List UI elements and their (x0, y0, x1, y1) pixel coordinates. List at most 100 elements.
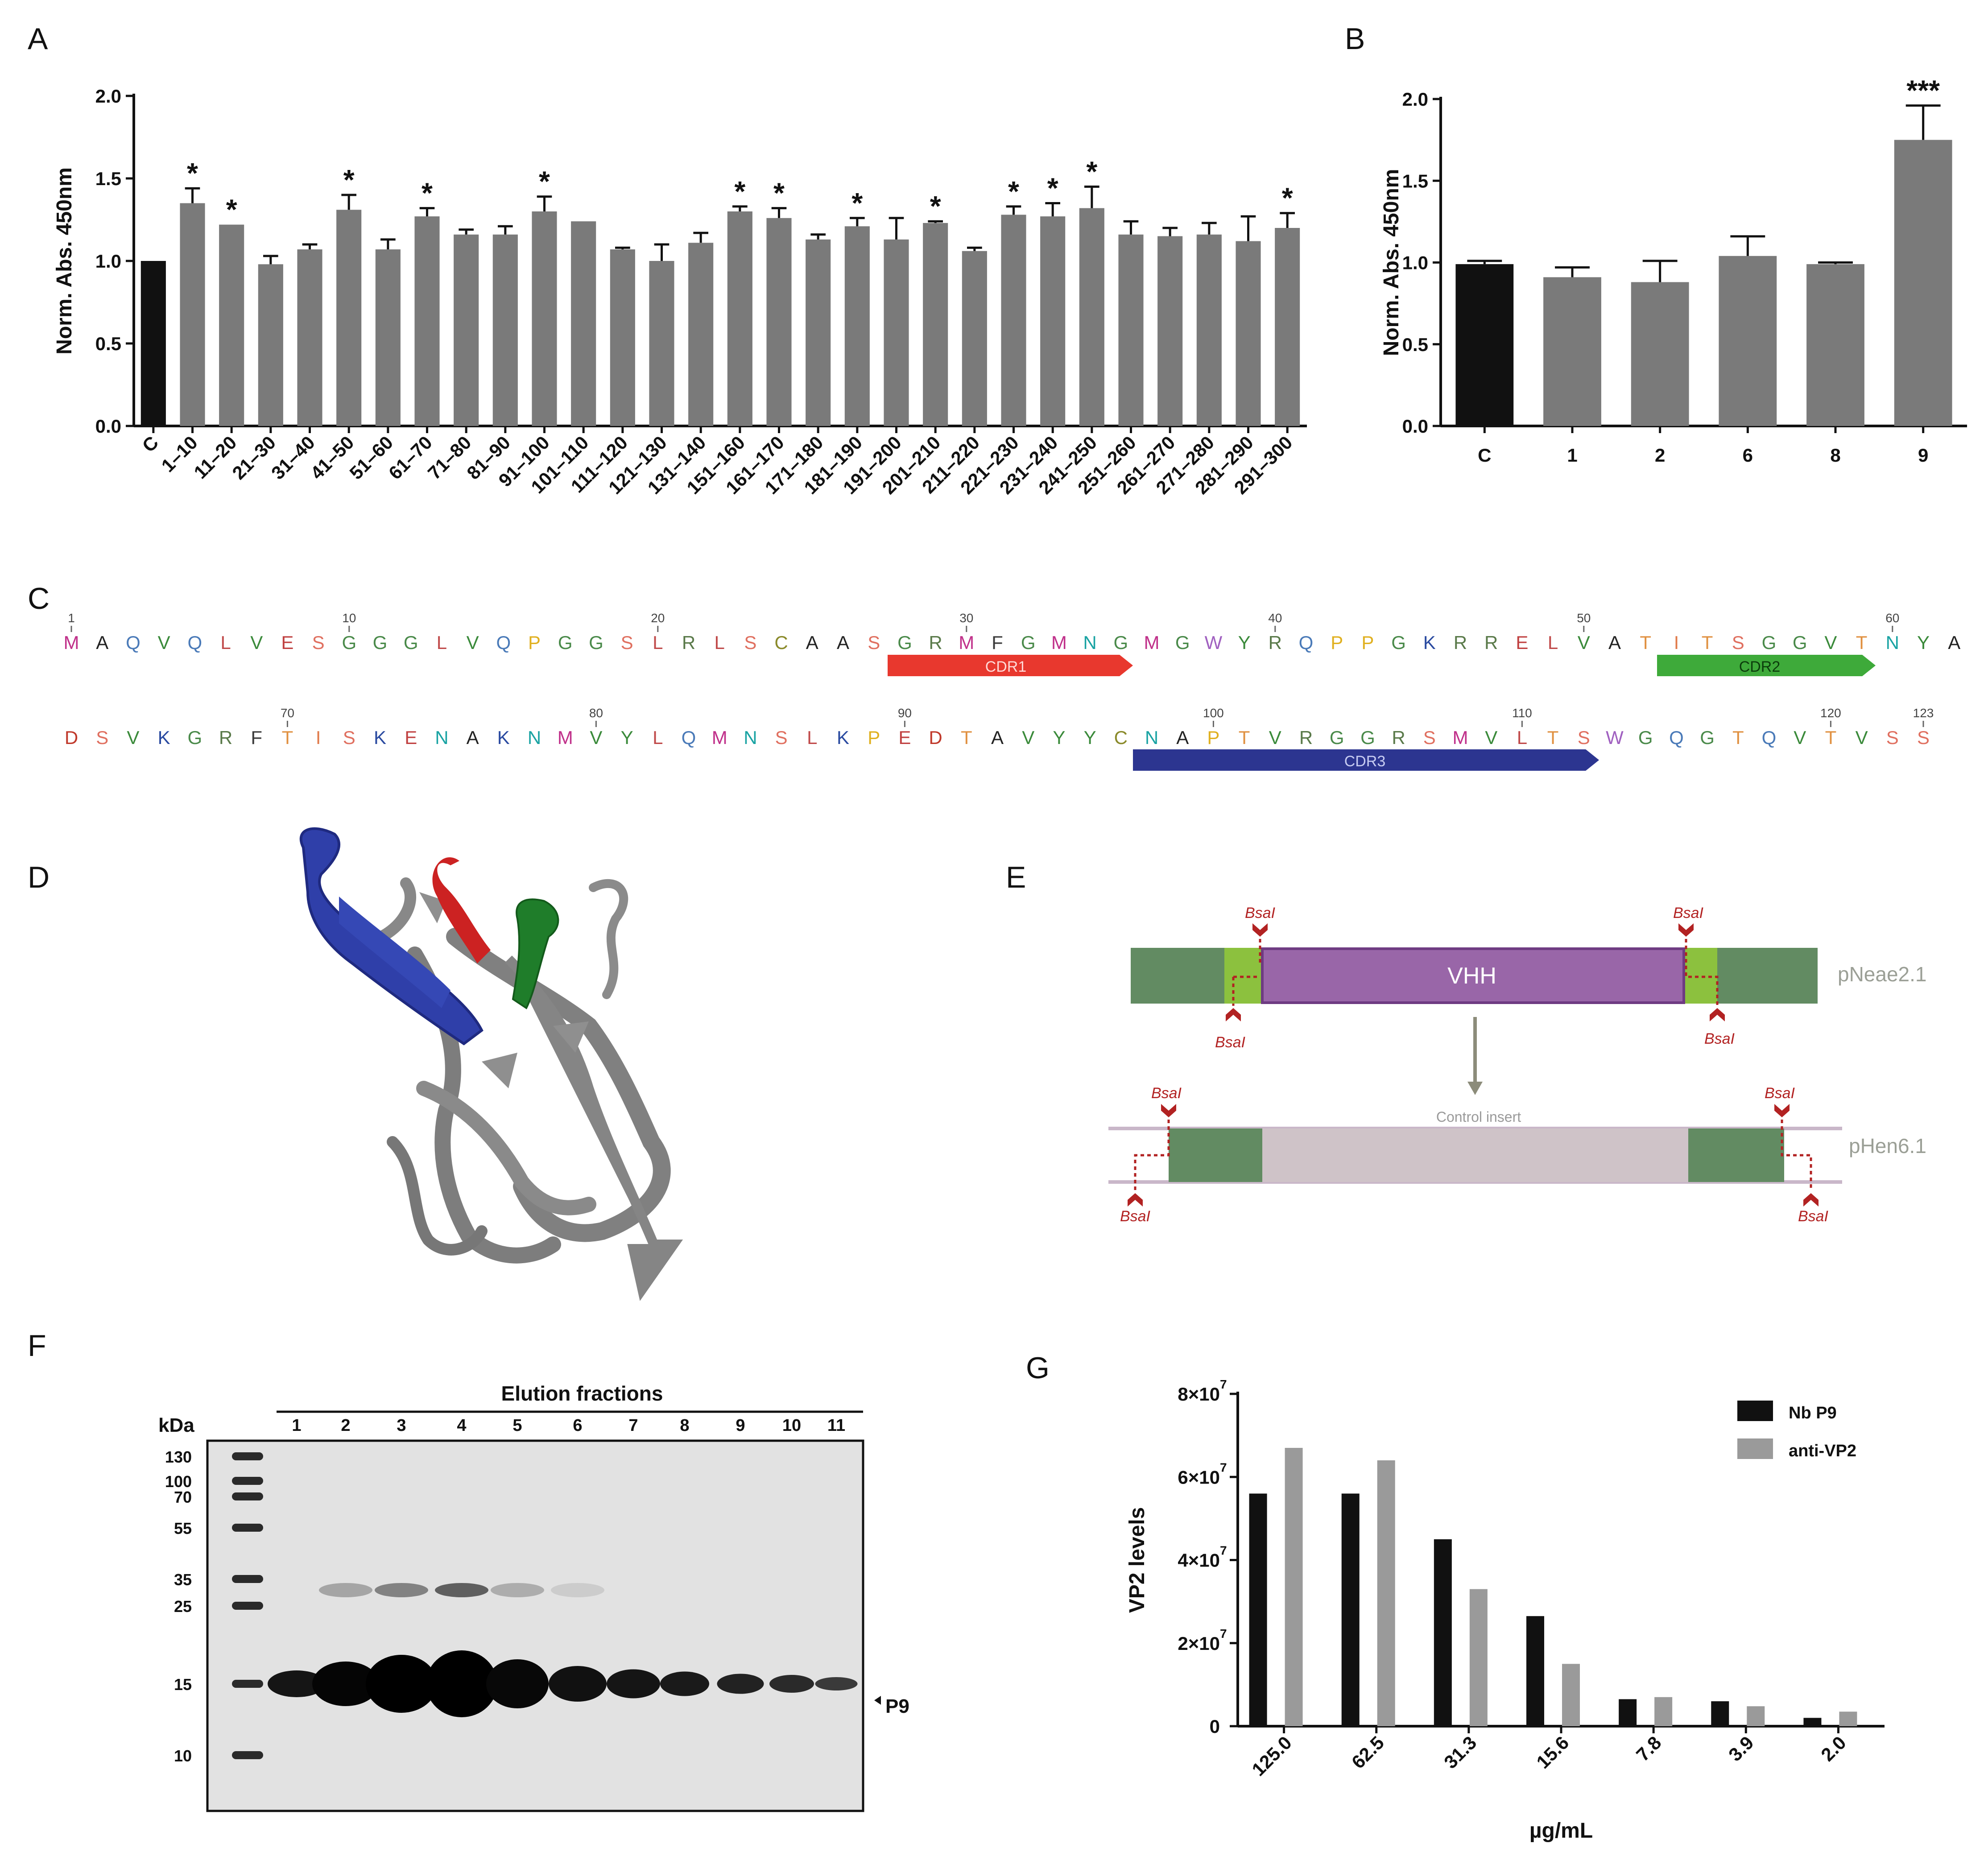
gel-35kda-band (491, 1583, 544, 1597)
seq-row2-position-number: 70 (281, 706, 294, 720)
seq-row2-residue: T (1825, 727, 1837, 748)
chart-b-y-tick-label: 0.5 (1402, 334, 1428, 355)
gel-p9-band (660, 1671, 709, 1696)
seq-row2-residue: N (528, 727, 541, 748)
seq-row1-position-number: 50 (1577, 611, 1591, 625)
chart-a-significance: * (1282, 182, 1293, 214)
chart-a-bar (1196, 234, 1222, 426)
seq-row2-residue: V (1485, 727, 1497, 748)
seq-row2-residue: M (558, 727, 573, 748)
seq-row1-residue: R (1484, 632, 1498, 653)
site-label-2: BsaI (1215, 1034, 1246, 1051)
gel-lane-label: 3 (397, 1416, 406, 1435)
seq-row1-residue: G (1391, 632, 1406, 653)
seq-row1-residue: K (1423, 632, 1436, 653)
gel-p9-band (769, 1675, 814, 1693)
chart-a-significance: * (930, 190, 941, 222)
chart-a-bar (336, 210, 362, 426)
gel-marker-label: 25 (174, 1597, 192, 1616)
seq-row1-residue: L (653, 632, 663, 653)
seq-row2-residue: S (1886, 727, 1899, 748)
seq-row1-residue: G (1021, 632, 1036, 653)
chart-b-y-tick-label: 1.5 (1402, 170, 1428, 191)
site-arrow-7 (1774, 1104, 1790, 1117)
seq-row2-residue: Y (1053, 727, 1065, 748)
gel-lane-label: 5 (512, 1416, 522, 1435)
vector2-label: pHen6.1 (1849, 1134, 1926, 1157)
chart-a-significance: * (343, 164, 355, 196)
chart-g-y-tick-label: 8×10 (1178, 1384, 1220, 1405)
chart-a-bar (884, 239, 909, 426)
chart-a-bar (571, 221, 596, 426)
chart-a-x-tick-label: 11–20 (190, 432, 240, 483)
chart-a-y-tick-label: 2.0 (95, 86, 121, 107)
cdr2-label: CDR2 (1739, 658, 1781, 675)
seq-row1-residue: V (158, 632, 170, 653)
chart-a-y-tick-label: 0.0 (95, 416, 121, 437)
panel-label-e: E (1006, 860, 1026, 894)
seq-row1-residue: G (1113, 632, 1128, 653)
gel-p9-band (815, 1677, 858, 1690)
seq-row2-residue: P (1207, 727, 1219, 748)
chart-a-bar (219, 224, 244, 426)
seq-row2-residue: S (1423, 727, 1436, 748)
kda-label: kDa (158, 1414, 194, 1436)
chart-a-bar (1118, 234, 1144, 426)
chart-g-x-tick-label: 31.3 (1440, 1732, 1480, 1773)
gel-p9-band (312, 1661, 379, 1706)
gel-marker-label: 70 (174, 1488, 192, 1506)
chart-g-y-tick-exponent: 7 (1220, 1460, 1227, 1474)
seq-row2-residue: W (1606, 727, 1624, 748)
gel-lane-label: 10 (782, 1416, 801, 1435)
seq-row1-residue: I (1674, 632, 1679, 653)
chart-a-significance: * (1008, 175, 1019, 207)
chart-b-bar (1543, 277, 1601, 426)
seq-row1-residue: G (897, 632, 912, 653)
seq-row2-residue: R (219, 727, 232, 748)
control-insert-label: Control insert (1436, 1109, 1521, 1125)
seq-row1-residue: G (1175, 632, 1190, 653)
chart-g-bar (1803, 1718, 1822, 1726)
seq-row1-residue: S (744, 632, 756, 653)
seq-row1-residue: R (1454, 632, 1467, 653)
seq-row2-residue: V (1856, 727, 1868, 748)
seq-row1-residue: A (96, 632, 108, 653)
chart-b-bar (1455, 264, 1514, 426)
chart-a-x-tick-label: 71–80 (424, 432, 475, 484)
seq-row1-residue: T (1640, 632, 1651, 653)
seq-row1-residue: P (528, 632, 541, 653)
seq-row2-residue: V (127, 727, 139, 748)
cdr2-arrow-head (1862, 655, 1876, 676)
cloning-schematic: VHH pNeae2.1 BsaI BsaI BsaI BsaI Control… (1108, 905, 1927, 1225)
chart-a-bar (492, 234, 518, 426)
seq-row1-residue: A (837, 632, 849, 653)
site-arrow-5 (1161, 1104, 1176, 1117)
chart-g-bar (1434, 1539, 1452, 1726)
chart-a-y-tick-label: 1.0 (95, 251, 121, 272)
site-label-4: BsaI (1704, 1030, 1735, 1047)
chart-g-bar (1341, 1493, 1360, 1726)
chart-b-x-tick-label: 2 (1655, 445, 1665, 466)
chart-b-y-tick-label: 0.0 (1402, 416, 1428, 437)
seq-row2-residue: K (158, 727, 170, 748)
gel-ladder-band (232, 1477, 263, 1485)
seq-row2-residue: L (807, 727, 817, 748)
gel-p9-band (486, 1659, 549, 1708)
seq-row1-residue: P (1361, 632, 1374, 653)
gel-title: Elution fractions (501, 1382, 663, 1405)
chart-a-significance: * (539, 165, 550, 198)
seq-row1-residue: Q (1299, 632, 1314, 653)
cdr1-label: CDR1 (985, 658, 1027, 675)
chart-a-bar (649, 261, 674, 426)
chart-g-bar (1654, 1697, 1673, 1726)
chart-a-bar (414, 216, 440, 426)
gel-35kda-band (375, 1583, 428, 1597)
gel-ladder-band (232, 1680, 263, 1688)
seq-row2-residue: K (374, 727, 386, 748)
chart-a-y-axis-label: Norm. Abs. 450nm (53, 167, 76, 355)
cdr3-arrow (1133, 749, 1586, 771)
chart-a-bar (1236, 241, 1261, 426)
chart-b-x-tick-label: 8 (1830, 445, 1840, 466)
seq-row1-residue: S (868, 632, 880, 653)
chart-b-y-tick-label: 1.0 (1402, 252, 1428, 273)
